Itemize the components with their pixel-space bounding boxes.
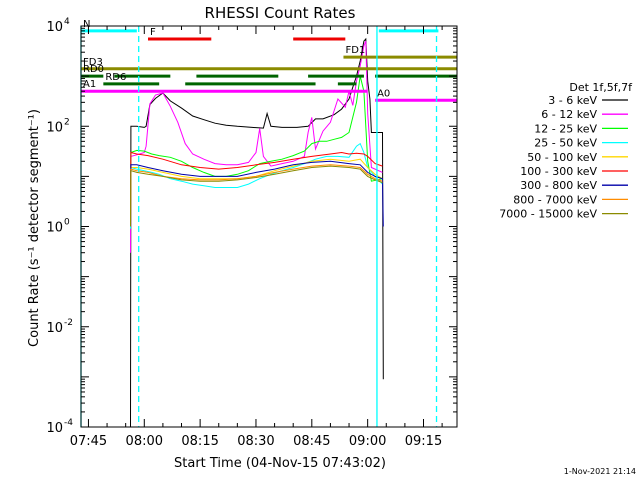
x-axis: 07:45 08:00 08:15 08:30 08:45 09:00 09:15 [70,26,443,449]
legend-label-4: 50 - 100 keV [527,151,597,164]
flag-label-3: FD3 [83,57,103,68]
y-tick-exponent-2: 0 [64,218,70,228]
x-tick-label-0: 07:45 [70,434,107,449]
plot-frame [80,25,458,428]
series-line-8 [130,165,383,227]
x-tick-label-2: 08:15 [181,434,218,449]
y-tick-label-1: 10 [46,321,63,336]
flag-label-4: RD0 [83,64,104,75]
series-line-5 [130,151,383,227]
x-tick-label-4: 08:45 [293,434,330,449]
legend-label-2: 12 - 25 keV [534,122,597,135]
y-tick-label-3: 10 [46,120,63,135]
legend-label-7: 800 - 7000 keV [513,193,597,206]
x-tick-label-1: 08:00 [126,434,163,449]
flag-label-5: RD6 [105,72,126,83]
x-tick-label-6: 09:15 [405,434,442,449]
chart-title: RHESSI Count Rates [205,4,356,22]
y-tick-label-0: 10 [46,421,63,436]
legend-label-8: 7000 - 15000 keV [499,208,597,221]
series-line-3 [130,142,383,229]
footer-date: 1-Nov-2021 21:14 [564,467,636,476]
series-line-1 [130,40,383,253]
y-tick-label-4: 10 [46,20,63,35]
x-tick-label-3: 08:30 [237,434,274,449]
flag-label-0: N [83,19,90,30]
series-line-0 [130,37,384,428]
y-axis-label: Count Rate (s⁻¹ detector segment⁻¹) [27,109,42,347]
y-tick-label-2: 10 [46,221,63,236]
legend-title: Det 1f,5f,7f [569,81,633,94]
legend-label-6: 300 - 800 keV [520,179,597,192]
y-tick-exponent-0: -4 [64,418,73,428]
flag-label-6: A1 [83,79,96,90]
flag-label-2: FD1 [345,45,365,56]
x-tick-label-5: 09:00 [349,434,386,449]
y-tick-exponent-4: 4 [64,17,70,27]
legend-label-5: 100 - 300 keV [520,165,597,178]
x-axis-label: Start Time (04-Nov-15 07:43:02) [174,456,386,471]
y-tick-exponent-1: -2 [64,318,73,328]
legend-label-3: 25 - 50 keV [534,137,597,150]
series-line-6 [130,160,384,227]
series-line-7 [130,164,383,227]
series-line-2 [130,75,383,229]
legend-label-1: 6 - 12 keV [541,108,597,121]
legend-label-0: 3 - 6 keV [548,94,597,107]
y-tick-exponent-3: 2 [64,117,70,127]
data-layer [130,37,384,428]
series-line-4 [130,158,383,227]
flag-label-7: A0 [377,88,390,99]
flag-label-1: F [150,27,156,38]
